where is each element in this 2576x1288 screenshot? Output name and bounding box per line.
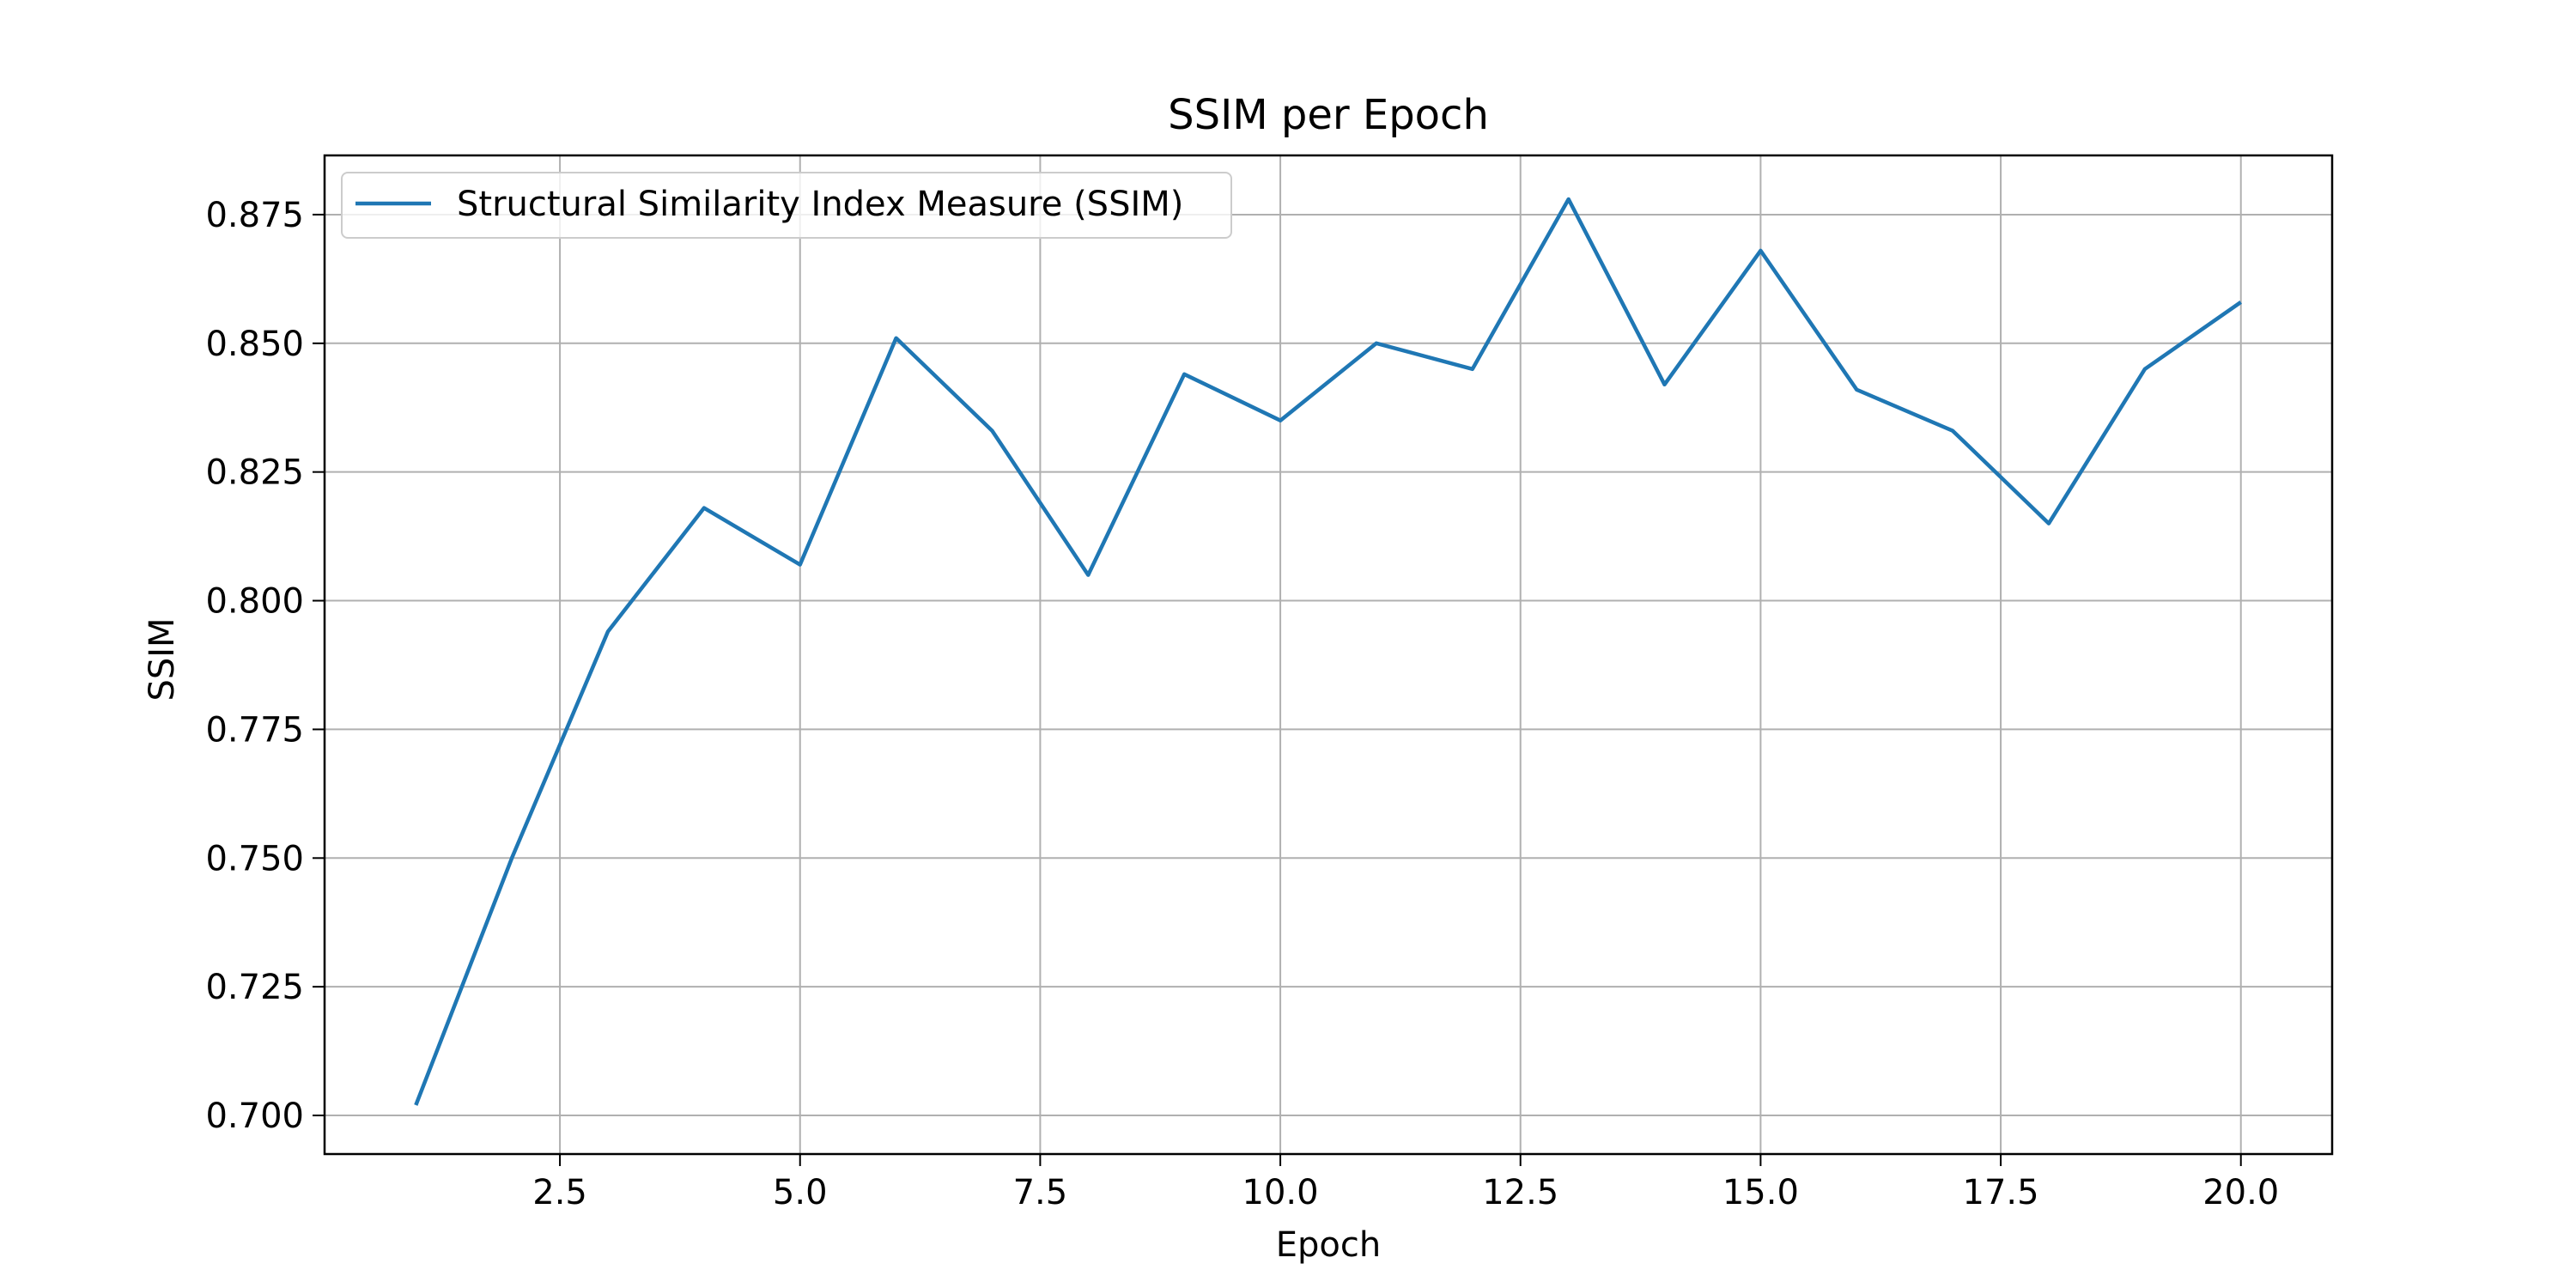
x-tick-label: 17.5 [1963, 1173, 2039, 1212]
chart-title: SSIM per Epoch [1168, 91, 1489, 139]
x-tick-label: 15.0 [1722, 1173, 1799, 1212]
legend: Structural Similarity Index Measure (SSI… [341, 172, 1232, 239]
y-tick-label: 0.725 [205, 968, 304, 1007]
x-axis-title: Epoch [1276, 1225, 1381, 1265]
y-tick-label: 0.850 [205, 325, 304, 364]
y-tick-label: 0.875 [205, 196, 304, 235]
plot-frame [323, 154, 2334, 1156]
y-axis-ticks: 0.700 0.725 0.750 0.775 0.800 0.825 0.850 0.875 [205, 196, 325, 1136]
series-lines [414, 197, 2242, 1106]
x-tick-label: 10.0 [1242, 1173, 1319, 1212]
legend-label: Structural Similarity Index Measure (SSI… [457, 185, 1183, 224]
x-axis-ticks: 2.5 5.0 7.5 10.0 12.5 15.0 17.5 20.0 [532, 1154, 2279, 1212]
y-tick-label: 0.700 [205, 1097, 304, 1136]
x-tick-label: 2.5 [532, 1173, 587, 1212]
y-tick-label: 0.775 [205, 710, 304, 750]
y-axis-title: SSIM [143, 617, 182, 701]
x-tick-label: 12.5 [1482, 1173, 1558, 1212]
x-tick-label: 5.0 [773, 1173, 828, 1212]
x-tick-label: 7.5 [1013, 1173, 1068, 1212]
x-tick-label: 20.0 [2202, 1173, 2279, 1212]
y-tick-label: 0.825 [205, 453, 304, 493]
series-line-0 [414, 197, 2242, 1106]
legend-box [341, 172, 1232, 239]
y-tick-label: 0.750 [205, 839, 304, 878]
y-tick-label: 0.800 [205, 582, 304, 622]
